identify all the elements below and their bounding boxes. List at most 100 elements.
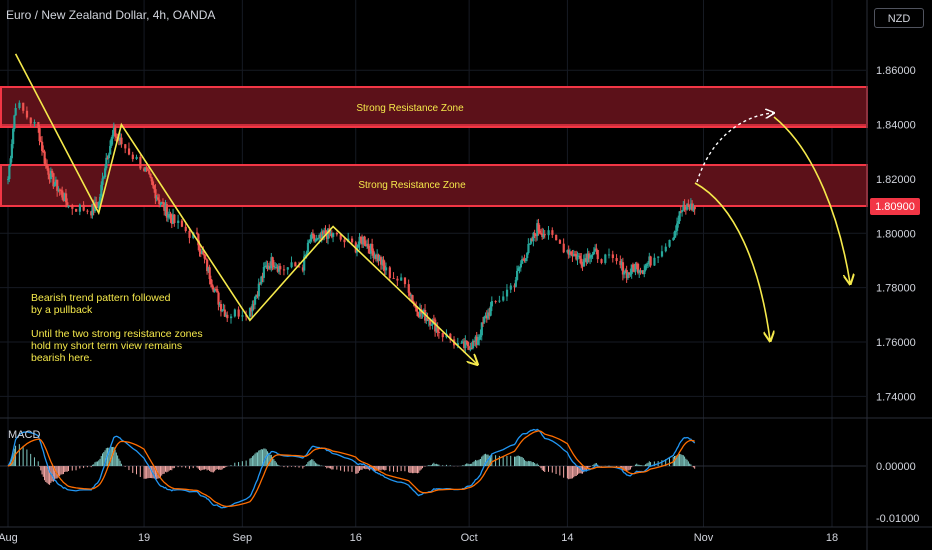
candle-body [686,204,689,210]
candle-body [573,253,577,255]
candle-body [95,202,98,207]
candle-body [471,340,475,349]
candle-body [582,259,585,267]
candle-body [584,258,587,260]
candle-body [131,154,134,160]
candle-body [555,234,558,241]
candle-body [253,297,257,305]
candle-body [649,256,652,266]
candle-body [473,340,476,342]
candle-body [626,272,630,279]
candle-body [427,319,431,321]
candle-body [38,128,41,142]
candle-body [199,251,202,254]
candle-body [275,266,278,268]
candle-body [653,257,656,266]
candle-body [441,333,444,338]
candle-body [209,279,213,285]
candle-body [221,310,224,312]
candle-body [537,223,540,231]
macd-axis[interactable]: 0.00000 -0.01000 [876,461,919,525]
price-axis[interactable]: 1.86000 1.84000 1.82000 1.80000 1.78000 1.760… [876,65,916,403]
candle-body [197,233,200,246]
candle-body [63,193,66,202]
candle-body [214,289,218,291]
candle-body [542,234,545,237]
candle-body [529,238,533,244]
candle-body [37,122,40,129]
candle-body [417,316,420,318]
candle-body [224,314,228,317]
candle-body [456,343,459,346]
candle-body [327,228,330,239]
candle-body [180,220,184,227]
candle-body [102,177,105,179]
candle-body [623,272,626,275]
macd-label[interactable]: MACD [8,429,41,441]
candle-body [51,170,54,174]
candle-body [383,265,386,271]
candle-body [481,322,485,324]
time-axis[interactable]: Aug 19 Sep 16 Oct 14 Nov 18 [0,532,838,544]
candle-body [373,255,376,259]
candle-body [461,341,465,343]
candle-body [615,258,618,262]
candle-body [64,193,68,203]
candle-body [367,243,370,249]
candle-body [688,206,691,210]
candle-body [594,248,597,252]
candle-body [265,265,268,267]
candle-body [645,264,648,266]
candle-body [524,258,528,262]
candle-body [343,239,346,243]
price-tick-label: 1.78000 [876,283,916,295]
candle-body [483,316,486,323]
time-tick-label: Oct [461,532,478,544]
forecast-arrow-dotted [696,113,773,183]
candle-body [576,255,579,260]
candle-body [465,340,468,342]
note-line-5: bearish here. [31,352,93,364]
candle-body [586,253,589,263]
candle-body [143,168,146,171]
candle-body [237,309,240,317]
candle-body [619,261,622,266]
candle-body [361,239,364,245]
candle-body [97,202,100,208]
candle-body [372,250,375,259]
candle-body [260,276,263,284]
candle-body [219,304,223,312]
candle-body [531,238,534,242]
candle-body [90,211,93,216]
candle-body [587,253,591,259]
candle-body [644,265,647,271]
candle-body [164,204,167,211]
candle-body [568,251,572,255]
candle-body [489,306,492,316]
time-tick-label: 14 [561,532,573,544]
swing-polyline [14,53,477,364]
candle-body [308,241,311,243]
currency-button[interactable]: NZD [874,8,924,28]
candle-body [509,285,512,290]
candle-body [115,136,118,138]
candle-body [318,235,321,238]
candle-body [693,206,696,210]
candle-body [57,189,60,191]
candle-body [521,259,524,264]
candle-body [309,239,312,242]
candle-body [107,154,110,159]
candle-body [144,167,147,171]
candle-body [120,137,123,145]
candle-body [579,255,582,259]
candle-body [502,296,505,301]
candle-body [44,163,47,165]
candle-body [332,232,335,237]
candle-body [538,230,541,233]
candle-body [25,110,29,118]
candle-body [463,341,466,349]
candle-body [638,270,641,273]
candle-body [33,122,36,124]
candle-body [277,266,281,272]
